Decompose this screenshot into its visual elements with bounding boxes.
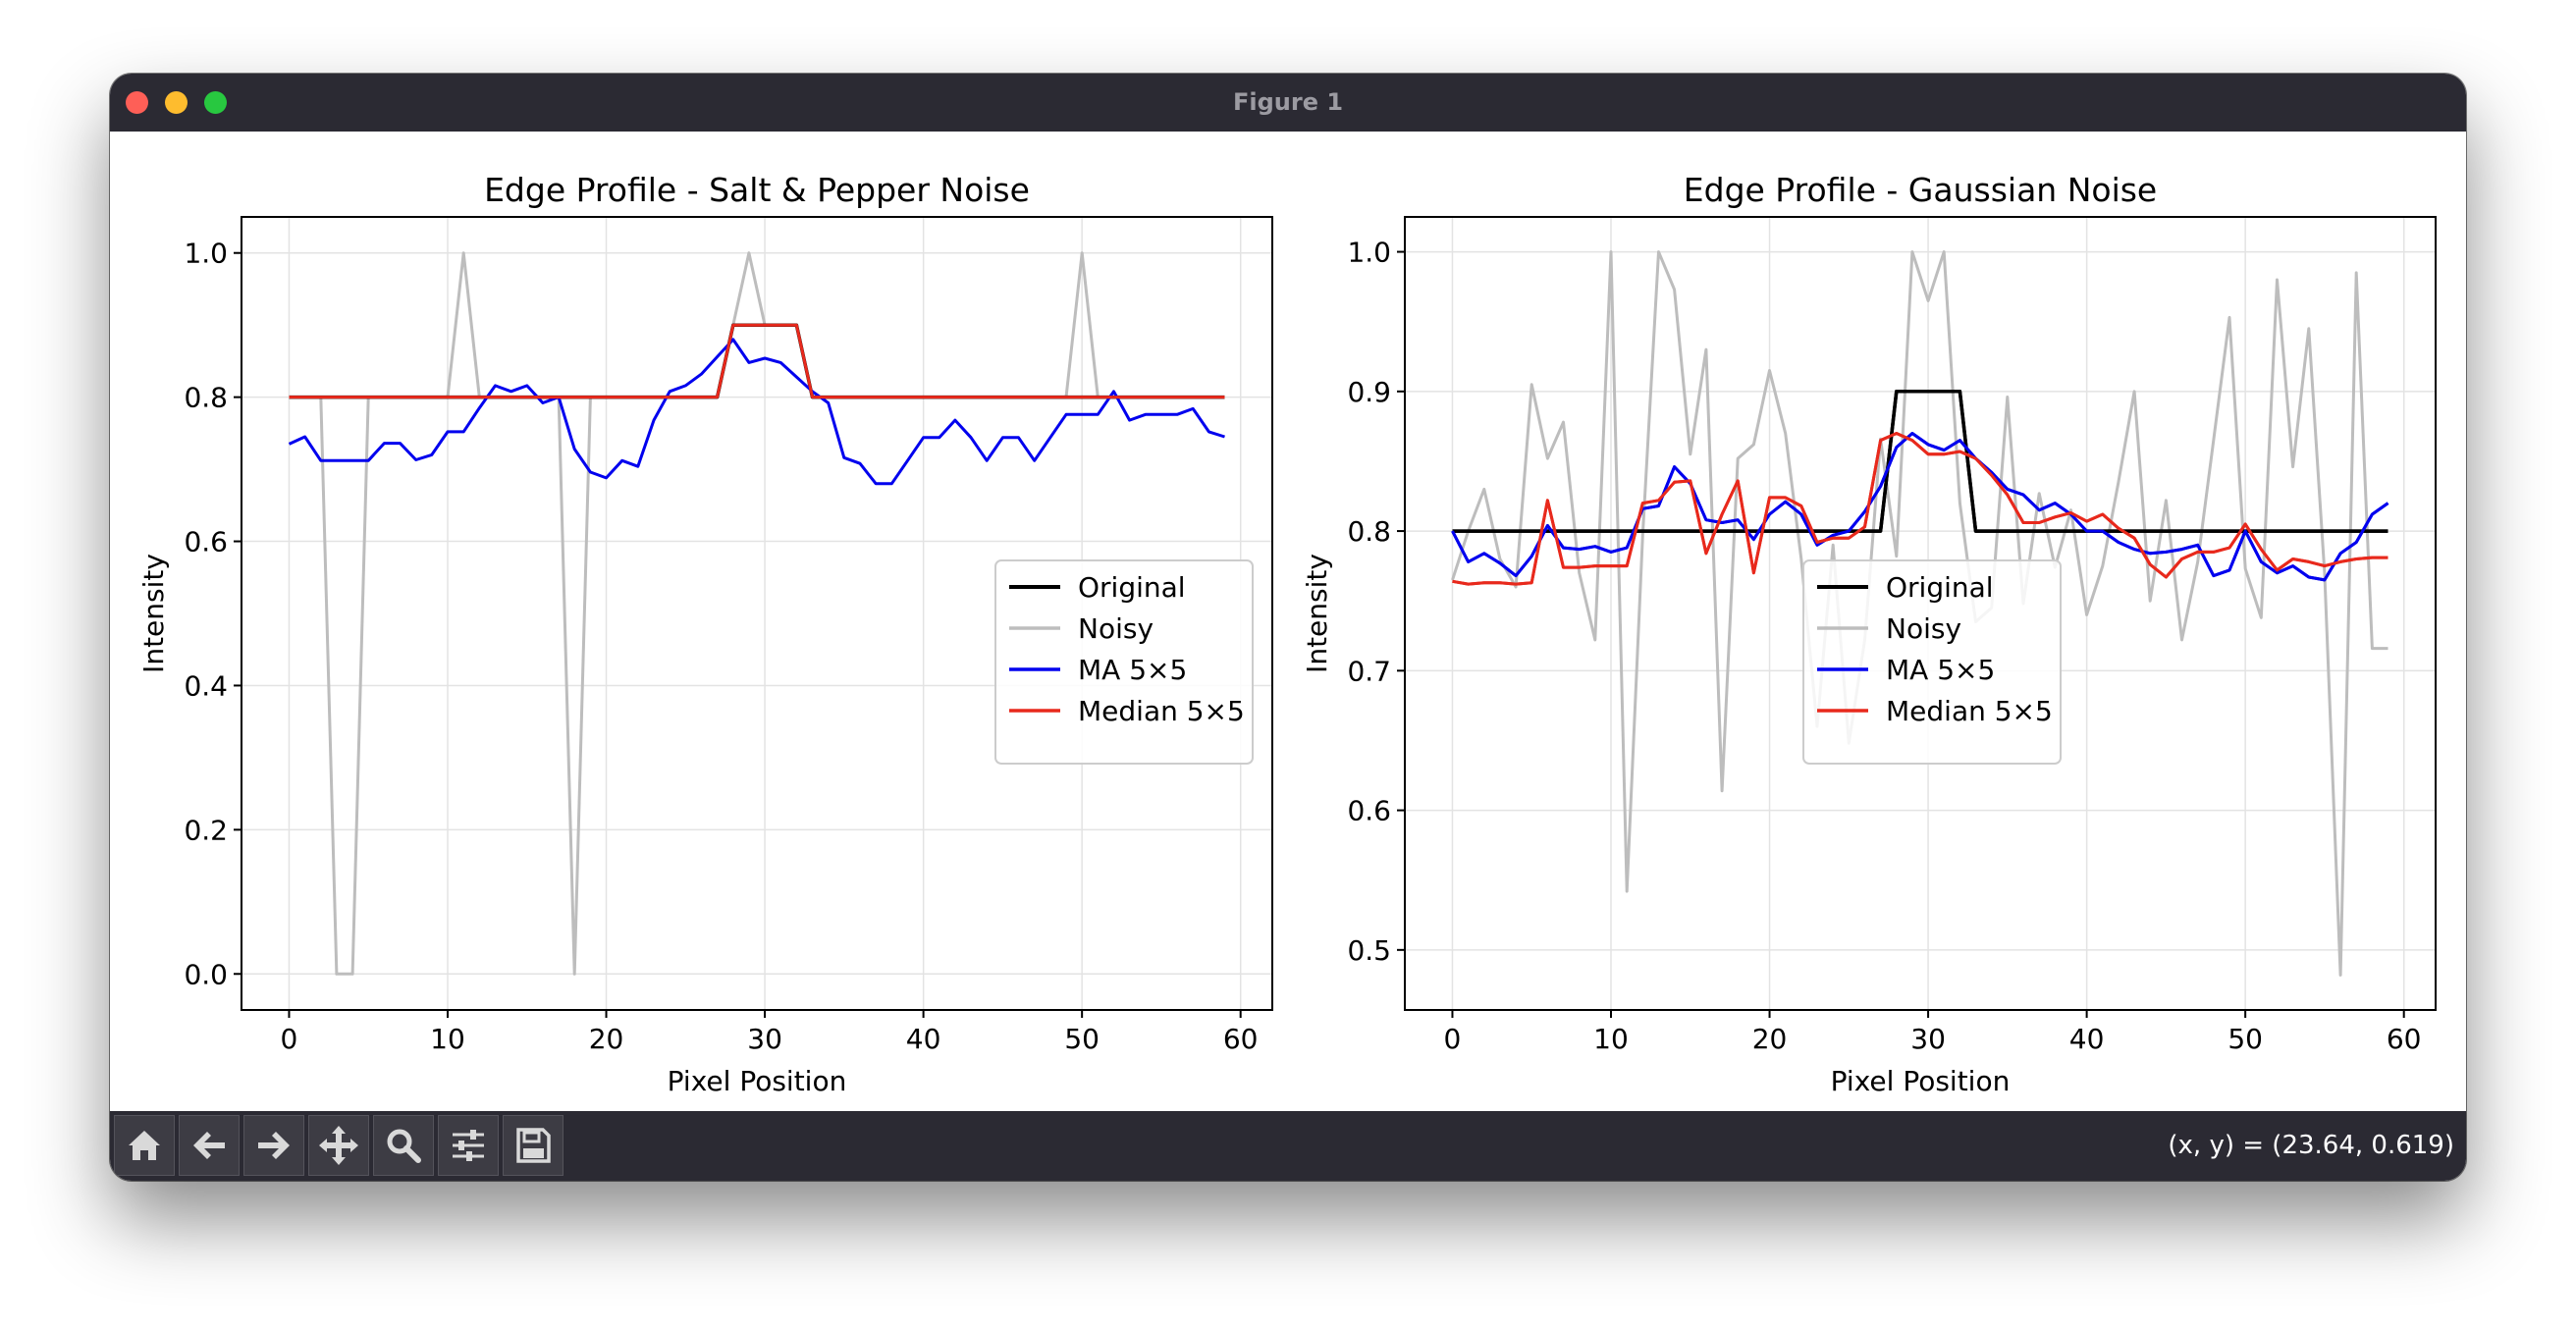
- x-tick-label: 0: [281, 1023, 298, 1055]
- forward-arrow-icon: [258, 1132, 290, 1159]
- legend-label: MA 5×5: [1886, 654, 1995, 686]
- series-line-noisy: [1451, 250, 2388, 977]
- back-arrow-icon: [193, 1132, 225, 1159]
- y-tick-label: 0.0: [184, 958, 228, 990]
- home-icon: [129, 1131, 160, 1160]
- chart-title: Edge Profile - Salt & Pepper Noise: [484, 171, 1030, 209]
- figure-canvas[interactable]: 0 10 20 30 40 50 60 0.0 0.2 0.4 0.6 0.8 1.0 Edge Prof…: [110, 132, 2466, 1111]
- y-tick-label: 0.9: [1347, 376, 1391, 408]
- x-tick-label: 30: [747, 1023, 782, 1055]
- y-tick-label: 0.8: [1347, 515, 1391, 548]
- legend-label: Original: [1886, 571, 1994, 604]
- series-line-original-top: [1452, 390, 2388, 533]
- x-tick-label: 20: [589, 1023, 624, 1055]
- pan-move-icon: [319, 1126, 358, 1165]
- axes-frame: [1404, 216, 2437, 1011]
- save-button[interactable]: [503, 1115, 564, 1176]
- home-button[interactable]: [114, 1115, 175, 1176]
- legend-label: Median 5×5: [1078, 695, 1245, 727]
- y-tick-label: 0.6: [1347, 795, 1391, 827]
- legend: Original Noisy MA 5×5 Median 5×5: [994, 559, 1254, 765]
- configure-sliders-icon: [453, 1130, 484, 1161]
- zoom-magnifier-icon: [387, 1129, 421, 1163]
- x-axis-label: Pixel Position: [1831, 1065, 2011, 1097]
- x-tick-label: 10: [430, 1023, 465, 1055]
- y-tick-label: 0.2: [184, 814, 228, 846]
- x-tick-label: 60: [2387, 1023, 2422, 1055]
- series-line-original: [1452, 390, 2388, 533]
- y-axis-label: Intensity: [1301, 554, 1333, 673]
- y-tick-label: 1.0: [1347, 237, 1391, 269]
- title-bar: Figure 1: [110, 74, 2466, 133]
- y-tick-label: 0.6: [184, 526, 228, 558]
- x-tick-label: 60: [1223, 1023, 1259, 1055]
- legend-box: [994, 559, 1254, 765]
- axes-frame: [241, 216, 1273, 1011]
- y-tick-label: 0.7: [1347, 655, 1391, 687]
- legend-label: Median 5×5: [1886, 695, 2053, 727]
- x-tick-label: 40: [2069, 1023, 2105, 1055]
- x-tick-label: 40: [906, 1023, 941, 1055]
- subplot-1: 0 10 20 30 40 50 60 0.0 0.2 0.4 0.6 0.8 1.0 Edge Prof…: [137, 171, 1273, 1097]
- y-tick-label: 1.0: [184, 238, 228, 270]
- pan-button[interactable]: [308, 1115, 369, 1176]
- legend-label: Noisy: [1078, 612, 1154, 645]
- x-tick-label: 50: [1064, 1023, 1100, 1055]
- legend-label: Original: [1078, 571, 1186, 604]
- plots-svg: 0 10 20 30 40 50 60 0.0 0.2 0.4 0.6 0.8 1.0 Edge Prof…: [137, 171, 2437, 1097]
- x-tick-label: 20: [1752, 1023, 1788, 1055]
- y-tick-label: 0.4: [184, 669, 228, 702]
- window-title: Figure 1: [1232, 88, 1344, 116]
- series-line-median-5-5: [289, 323, 1225, 399]
- x-tick-label: 50: [2227, 1023, 2263, 1055]
- legend-box: [1802, 559, 2062, 765]
- x-axis-label: Pixel Position: [668, 1065, 847, 1097]
- y-tick-label: 0.5: [1347, 934, 1391, 967]
- y-tick-label: 0.8: [184, 382, 228, 414]
- close-button[interactable]: [126, 91, 148, 114]
- zoom-rect-button[interactable]: [373, 1115, 434, 1176]
- series-line-overlay: [1452, 432, 2388, 586]
- x-tick-label: 10: [1593, 1023, 1629, 1055]
- legend-label: MA 5×5: [1078, 654, 1187, 686]
- legend-label: Noisy: [1886, 612, 1961, 645]
- save-floppy-icon: [516, 1128, 551, 1163]
- configure-subplots-button[interactable]: [438, 1115, 499, 1176]
- minimize-button[interactable]: [165, 91, 188, 114]
- legend: Original Noisy MA 5×5 Median 5×5: [1802, 559, 2062, 765]
- y-axis-label: Intensity: [137, 554, 170, 673]
- subplot-2: 0 10 20 30 40 50 60 0.5 0.6 0.7 0.8 0.9 1.0 Edge Prof…: [1301, 171, 2437, 1097]
- series-line-overlay: [1451, 432, 2389, 582]
- chart-title: Edge Profile - Gaussian Noise: [1684, 171, 2157, 209]
- x-tick-label: 0: [1444, 1023, 1462, 1055]
- navigation-toolbar: (x, y) = (23.64, 0.619): [110, 1111, 2466, 1181]
- cursor-coordinates-text: (x, y) = (23.64, 0.619): [2168, 1131, 2454, 1160]
- forward-button[interactable]: [243, 1115, 304, 1176]
- back-button[interactable]: [179, 1115, 240, 1176]
- x-tick-label: 30: [1910, 1023, 1946, 1055]
- series-line-ma-5-5: [1451, 432, 2389, 582]
- figure-window: Figure 1 0 10 20 30 40 50 60 0.0 0.2 0.4 0.6 0.8 1.0…: [110, 74, 2466, 1181]
- cursor-coordinates: (x, y) = (23.64, 0.619): [2168, 1111, 2454, 1181]
- series-line-ma-5-5: [288, 338, 1225, 486]
- zoom-button[interactable]: [204, 91, 227, 114]
